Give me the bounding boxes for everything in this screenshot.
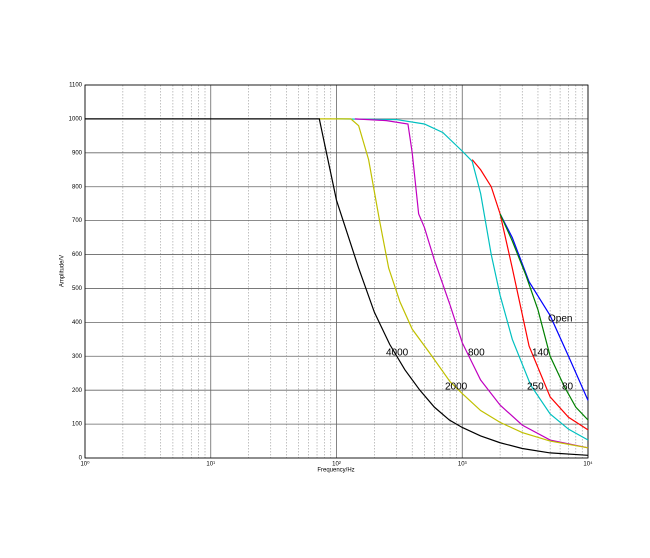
- y-tick-label: 500: [72, 286, 83, 292]
- y-axis-label: Amplitude/V: [60, 255, 66, 287]
- series-line: [85, 118, 589, 456]
- x-tick-label: 10¹: [206, 462, 215, 468]
- plot-frame: [84, 84, 589, 459]
- series-line: [499, 213, 589, 401]
- y-tick-label: 1100: [69, 83, 83, 89]
- curve-label: 140: [532, 348, 549, 359]
- curve-label: 4000: [386, 348, 409, 359]
- series-line: [319, 118, 589, 449]
- curve-label: 800: [468, 348, 485, 359]
- curve-label: Open: [548, 314, 572, 325]
- y-tick-label: 900: [72, 150, 83, 156]
- curve-label: 250: [527, 382, 544, 393]
- series-line: [336, 118, 589, 441]
- y-tick-label: 700: [72, 218, 83, 224]
- series-line: [471, 159, 589, 431]
- y-tick-label: 100: [72, 422, 83, 428]
- x-tick-label: 10³: [458, 462, 467, 468]
- series-line: [499, 213, 589, 421]
- x-tick-label: 10⁴: [583, 461, 593, 468]
- y-tick-label: 600: [72, 252, 83, 258]
- y-tick-label: 800: [72, 184, 83, 190]
- y-tick-label: 1000: [69, 116, 83, 122]
- y-tick-label: 0: [79, 456, 83, 462]
- x-tick-label: 10²: [332, 462, 341, 468]
- y-tick-label: 200: [72, 388, 83, 394]
- curve-label: 80: [562, 382, 574, 393]
- x-axis-label: Frequency/Hz: [317, 468, 354, 474]
- x-tick-label: 10⁰: [80, 461, 90, 468]
- y-tick-label: 400: [72, 320, 83, 326]
- series-line: [354, 118, 589, 449]
- curve-label: 2000: [445, 382, 468, 393]
- y-tick-label: 300: [72, 354, 83, 360]
